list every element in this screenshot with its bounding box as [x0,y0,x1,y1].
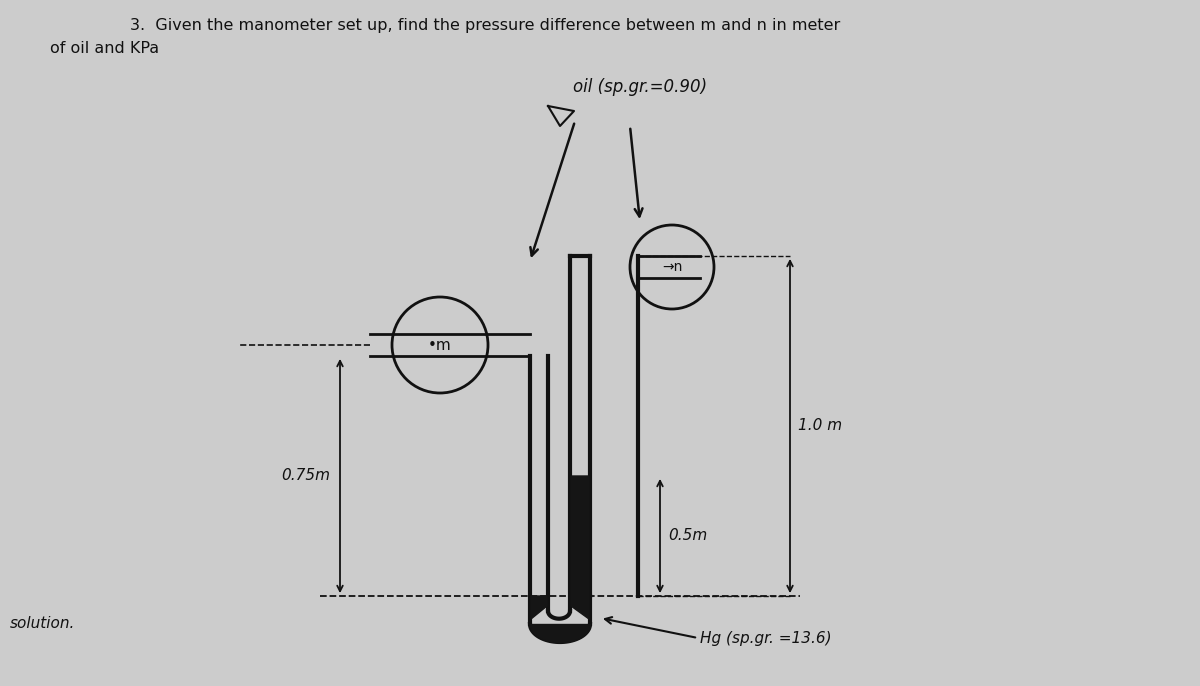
Text: 0.5m: 0.5m [668,528,707,543]
Polygon shape [571,476,589,619]
Text: solution.: solution. [10,616,76,631]
Text: 1.0 m: 1.0 m [798,418,842,434]
Text: 3.  Given the manometer set up, find the pressure difference between m and n in : 3. Given the manometer set up, find the … [130,18,840,33]
Text: Hg (sp.gr. =13.6): Hg (sp.gr. =13.6) [700,631,832,646]
Text: of oil and KPa: of oil and KPa [50,41,160,56]
Text: →n: →n [662,260,682,274]
Text: •m: •m [428,338,452,353]
Text: 0.75m: 0.75m [281,469,330,484]
Polygon shape [530,596,547,619]
Text: oil (sp.gr.=0.90): oil (sp.gr.=0.90) [572,78,707,96]
